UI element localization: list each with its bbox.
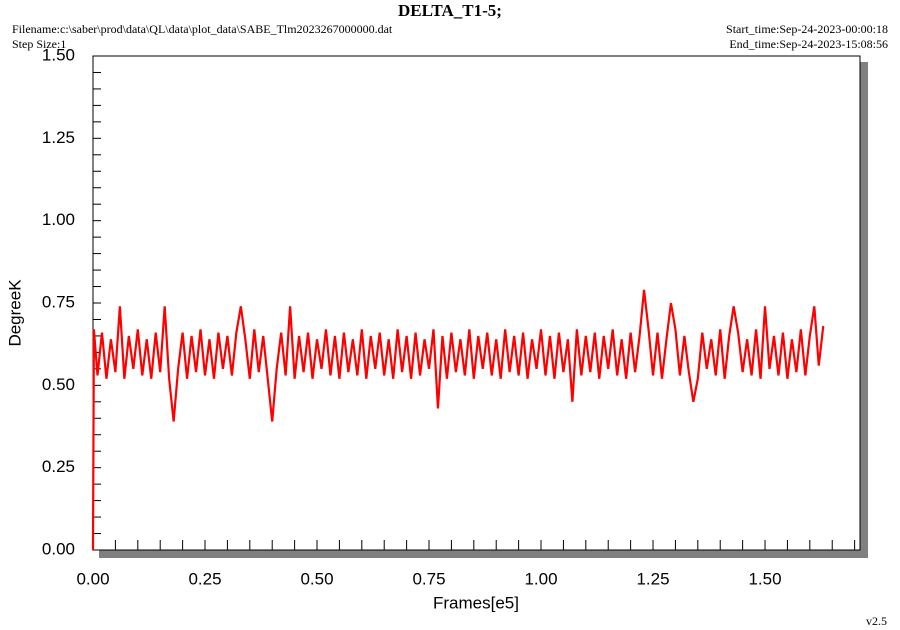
- chart-title: DELTA_T1-5;: [398, 1, 502, 20]
- x-tick-label: 0.00: [76, 569, 109, 588]
- x-tick-label: 1.00: [524, 569, 557, 588]
- x-tick-label: 0.75: [412, 569, 445, 588]
- plot-area: [92, 55, 861, 551]
- x-axis-label: Frames[e5]: [433, 593, 519, 612]
- y-tick-label: 0.50: [42, 375, 75, 394]
- y-tick-label: 0.75: [42, 292, 75, 311]
- start-time: Start_time:Sep-24-2023-00:00:18: [726, 22, 888, 36]
- y-tick-label: 1.00: [42, 210, 75, 229]
- x-tick-label: 0.25: [188, 569, 221, 588]
- version: v2.5: [866, 614, 887, 628]
- step-size: Step Size:1: [12, 37, 66, 51]
- x-tick-label: 1.25: [636, 569, 669, 588]
- data-line: [91, 289, 825, 551]
- y-tick-label: 0.00: [42, 539, 75, 558]
- y-tick-label: 1.50: [42, 45, 75, 64]
- filename: Filename:c:\saber\prod\data\QL\data\plot…: [12, 22, 393, 36]
- y-axis-label: DegreeK: [5, 279, 24, 347]
- end-time: End_time:Sep-24-2023-15:08:56: [729, 37, 888, 51]
- x-tick-label: 1.50: [748, 569, 781, 588]
- x-tick-label: 0.50: [300, 569, 333, 588]
- y-tick-label: 0.25: [42, 457, 75, 476]
- y-tick-label: 1.25: [42, 128, 75, 147]
